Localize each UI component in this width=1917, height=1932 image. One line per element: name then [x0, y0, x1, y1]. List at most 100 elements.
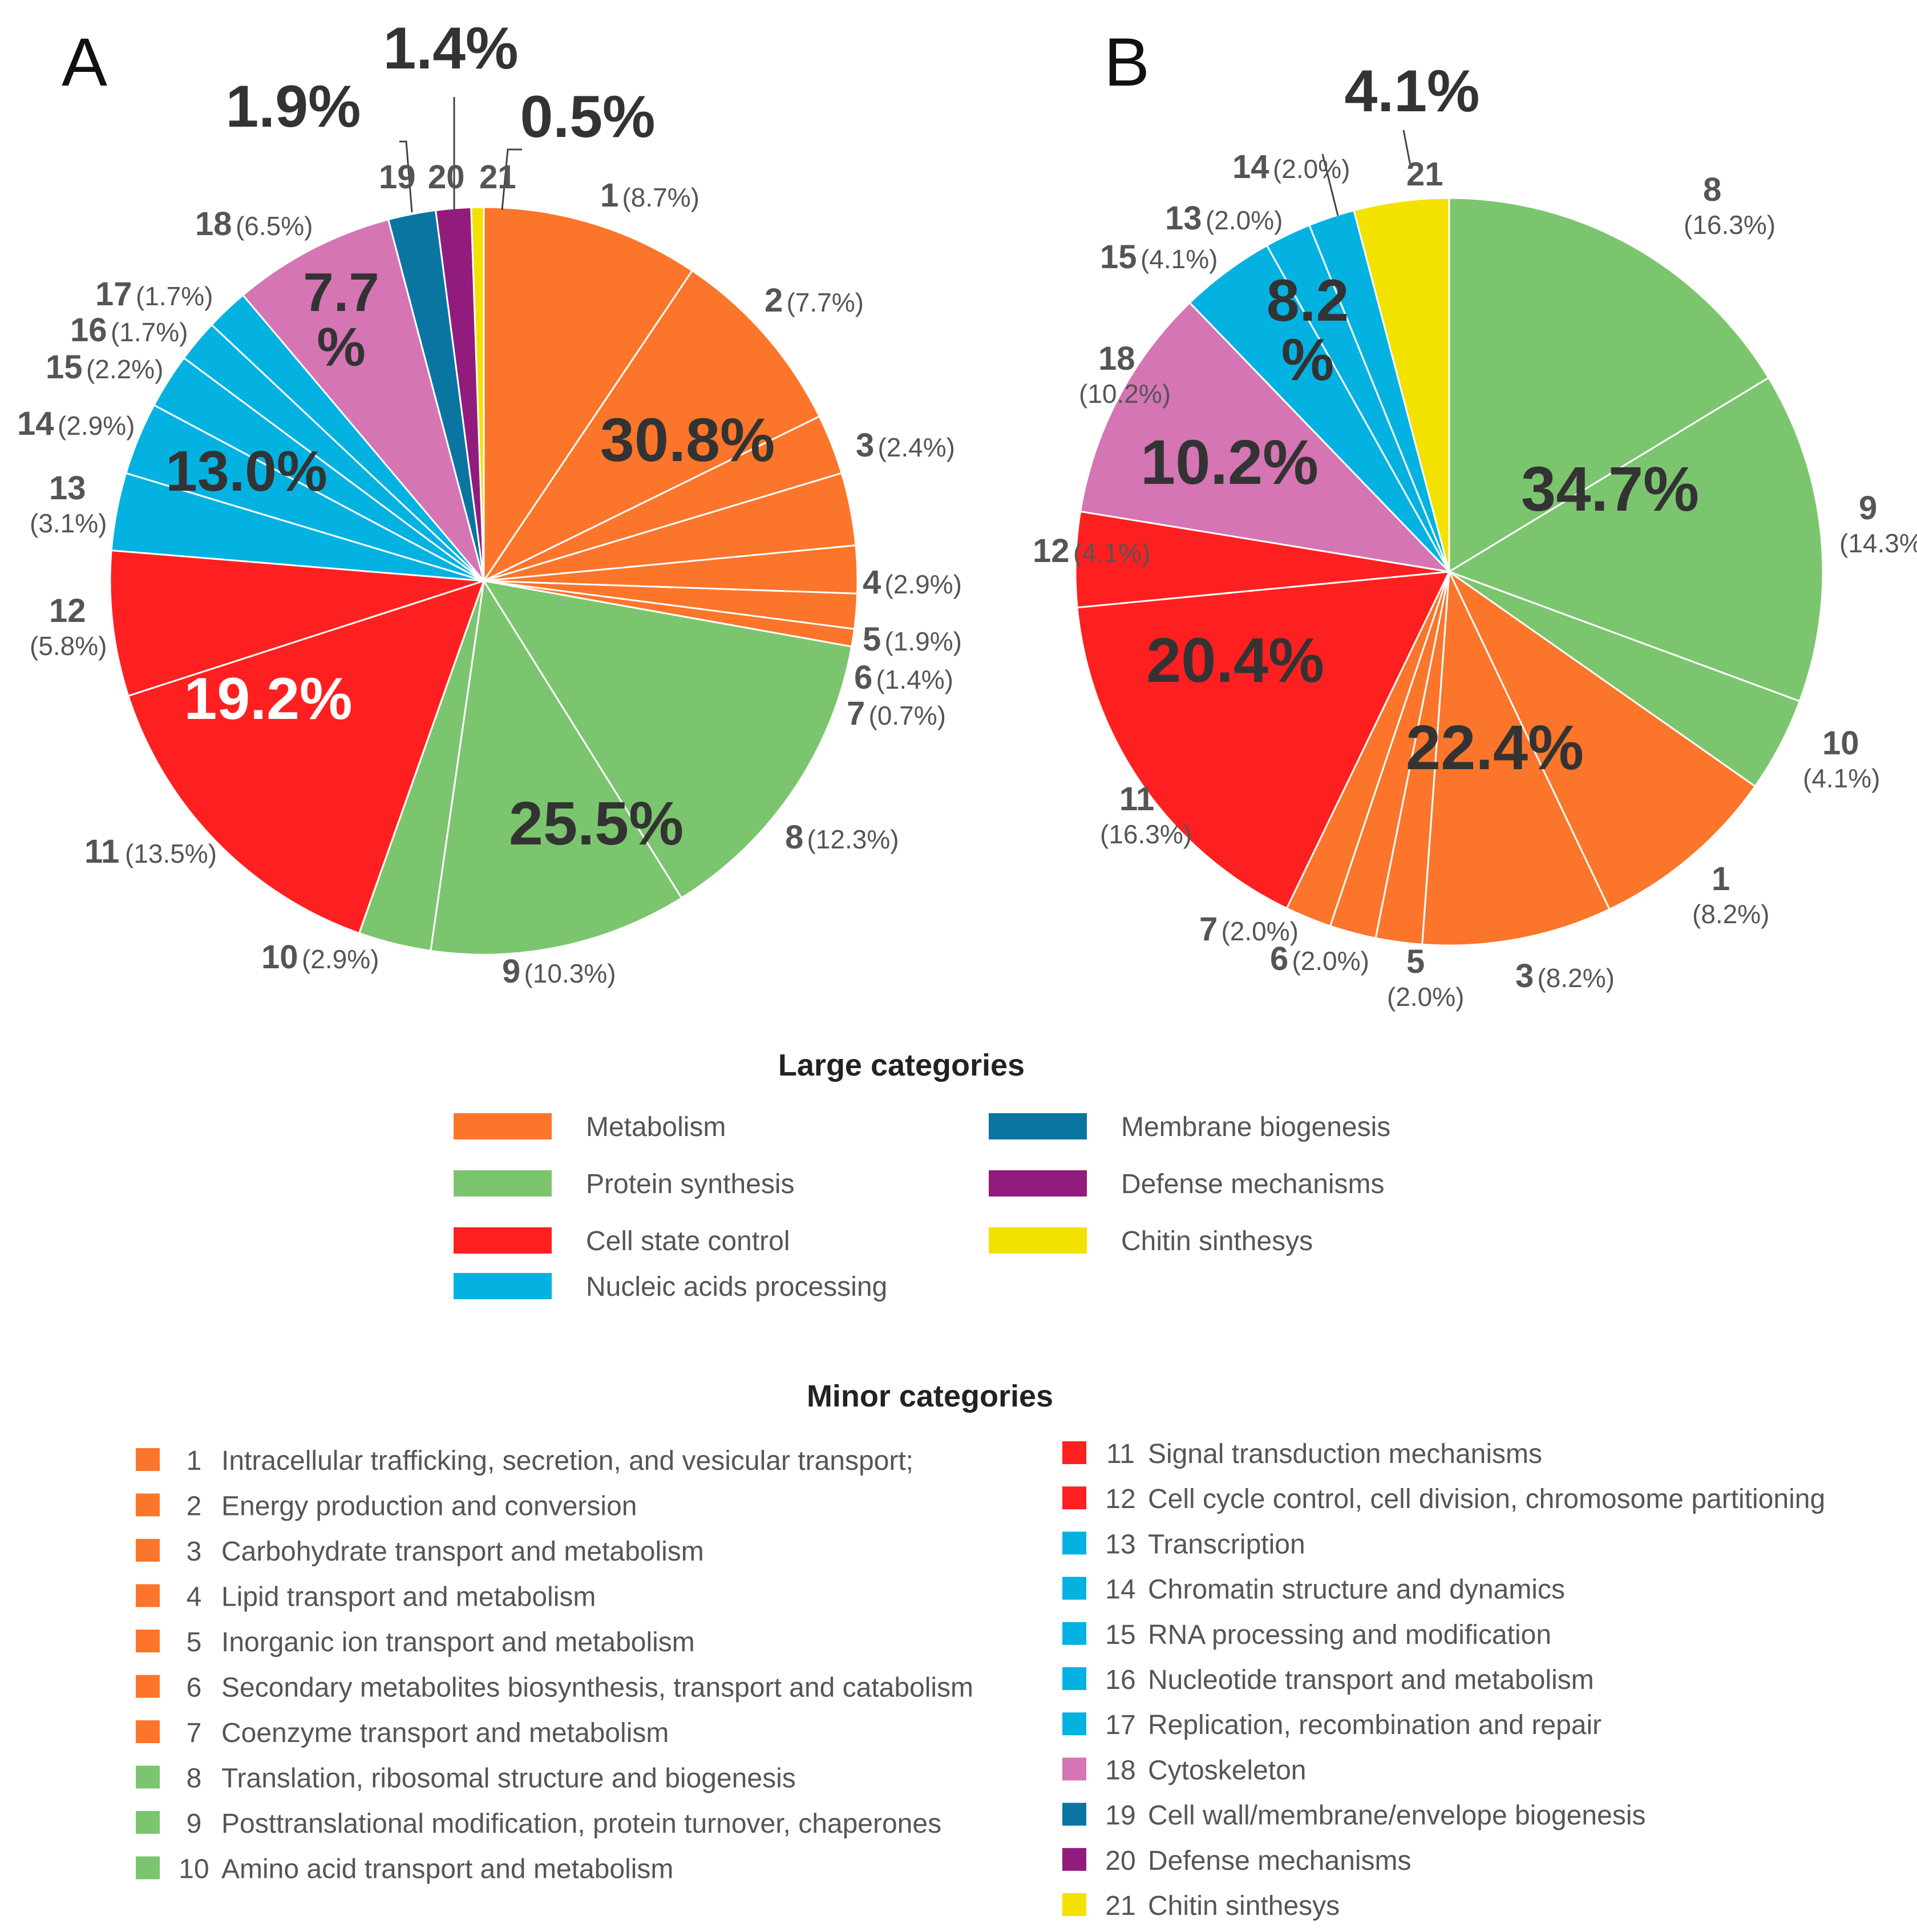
panel-a-slice-9-percent: (10.3%) [524, 959, 616, 988]
panel-b-pie-chart: B 8(16.3%)9(14.3%)10(4.1%)1(8.2%)3(8.2%)… [1033, 24, 1917, 1012]
panel-b-group-total-0: 34.7% [1521, 454, 1699, 524]
minor-legend-number-7: 7 [187, 1718, 202, 1748]
minor-legend-number-4: 4 [187, 1582, 202, 1612]
panel-b-slice-14-percent: (2.0%) [1273, 154, 1350, 184]
panel-a-slice-4-percent: (2.9%) [884, 569, 961, 599]
minor-legend-label-6: Secondary metabolites biosynthesis, tran… [221, 1673, 973, 1703]
panel-b-group-total-4: 8.2% [1267, 268, 1349, 393]
minor-legend-number-20: 20 [1105, 1846, 1135, 1876]
panel-a-slice-17-percent: (1.7%) [136, 281, 213, 311]
minor-legend-swatch-18 [1062, 1757, 1086, 1781]
panel-a-slice-13-percent: (3.1%) [30, 508, 107, 538]
panel-a-slice-9-number: 9 [502, 953, 520, 990]
panel-b-slice-14-number: 14 [1232, 148, 1269, 185]
minor-legend-swatch-16 [1062, 1667, 1086, 1690]
panel-b-slice-9 [1447, 377, 1824, 702]
minor-legend-label-21: Chitin sinthesys [1148, 1891, 1340, 1921]
panel-a-slice-15-percent: (2.2%) [86, 354, 163, 384]
large-legend-swatch-1 [454, 1170, 552, 1197]
minor-legend-label-13: Transcription [1148, 1529, 1305, 1559]
panel-b-callout-line-21 [1402, 130, 1412, 166]
minor-legend-number-9: 9 [187, 1809, 202, 1839]
panel-a-callout-20: 1.4% [383, 15, 518, 82]
panel-a-group-total-4: 7.7% [303, 262, 379, 378]
large-legend-label-6: Chitin sinthesys [1121, 1226, 1313, 1256]
minor-legend-swatch-17 [1062, 1712, 1086, 1736]
panel-b-slice-18-percent: (10.2%) [1079, 379, 1171, 409]
panel-b-slice-8-number: 8 [1703, 171, 1721, 208]
minor-legend-label-7: Coenzyme transport and metabolism [221, 1718, 669, 1748]
minor-legend-swatch-3 [136, 1539, 160, 1562]
minor-legend-label-14: Chromatin structure and dynamics [1148, 1575, 1565, 1605]
panel-a-slice-17-number: 17 [95, 276, 132, 313]
large-legend-title: Large categories [778, 1048, 1025, 1082]
panel-b-slice-15-percent: (4.1%) [1141, 244, 1218, 274]
panel-b-slice-10-number: 10 [1822, 725, 1859, 762]
panel-a-slice-11-percent: (13.5%) [125, 839, 217, 868]
panel-a-slice-7-percent: (0.7%) [868, 701, 945, 730]
minor-legend-swatch-6 [136, 1675, 160, 1698]
minor-legend-swatch-14 [1062, 1577, 1086, 1600]
panel-a-slice-18 [241, 218, 485, 581]
panel-a-slice-16-percent: (1.7%) [111, 317, 188, 347]
minor-legend-swatch-8 [136, 1765, 160, 1789]
minor-legend-label-8: Translation, ribosomal structure and bio… [221, 1764, 796, 1794]
panel-a-callout-line-19 [399, 140, 413, 213]
panel-b-slice-13-number: 13 [1165, 200, 1202, 237]
panel-a-slice-19-number: 19 [379, 159, 416, 196]
minor-legend-label-12: Cell cycle control, cell division, chrom… [1148, 1484, 1825, 1514]
panel-b-slice-18 [1079, 301, 1452, 573]
panel-a-slice-18-percent: (6.5%) [236, 211, 313, 241]
panel-b-slice-3 [1421, 568, 1611, 947]
panel-a-slice-12-number: 12 [49, 592, 86, 629]
large-legend-swatch-0 [454, 1113, 552, 1139]
panel-a-pie-chart: A 1 (8.7%)2 (7.7%)3 (2.4%)4 (2.9%)5 (1.9%)6 (1… [17, 15, 962, 990]
panel-b-slice-11 [1076, 571, 1451, 910]
panel-b-slice-5-percent: (2.0%) [1387, 982, 1464, 1012]
minor-legend-number-15: 15 [1105, 1620, 1135, 1650]
panel-a-callout-line-21 [501, 148, 522, 211]
panel-a-slice-5-percent: (1.9%) [884, 627, 961, 656]
minor-legend-swatch-1 [136, 1448, 160, 1471]
minor-legend-label-1: Intracellular trafficking, secretion, an… [221, 1446, 913, 1476]
panel-a-slice-13-number: 13 [49, 470, 86, 507]
panel-b-slice-7-percent: (2.0%) [1221, 916, 1298, 946]
panel-b-slice-11-percent: (16.3%) [1100, 819, 1192, 849]
panel-a-slice-4-number: 4 [863, 564, 881, 601]
panel-b-group-total-1: 22.4% [1406, 713, 1584, 783]
minor-legend-swatch-2 [136, 1493, 160, 1517]
panel-a-slice-18-number: 18 [195, 205, 232, 242]
panel-a-slice-2-percent: (7.7%) [786, 288, 863, 317]
large-legend-swatch-3 [454, 1273, 552, 1299]
panel-b-slice-6-percent: (2.0%) [1292, 946, 1369, 976]
minor-legend-number-11: 11 [1106, 1439, 1135, 1469]
panel-b-slice-3-number: 3 [1515, 957, 1534, 995]
panel-a-slice-6-number: 6 [854, 659, 872, 696]
panel-a-group-total-2: 19.2% [184, 666, 353, 732]
large-legend-swatch-2 [454, 1227, 552, 1254]
panel-a-slice-7-number: 7 [847, 695, 865, 732]
minor-legend-label-20: Defense mechanisms [1148, 1846, 1412, 1876]
minor-legend-swatch-21 [1062, 1893, 1086, 1916]
panel-a-slice-3-percent: (2.4%) [877, 433, 955, 462]
minor-legend-label-9: Posttranslational modification, protein … [221, 1809, 941, 1839]
large-legend-swatch-4 [989, 1113, 1087, 1139]
minor-legend-label-2: Energy production and conversion [221, 1492, 637, 1522]
panel-b-slice-15-number: 15 [1100, 239, 1137, 276]
panel-a-slice-11 [127, 579, 486, 935]
minor-categories-legend: Minor categories 1 Intracellular traffick… [136, 1379, 1825, 1921]
large-legend-swatch-5 [989, 1170, 1087, 1197]
panel-a-slice-8 [482, 579, 853, 899]
panel-b-slice-12-number: 12 [1033, 532, 1070, 569]
panel-a-slice-1 [483, 206, 694, 584]
panel-b-slice-5-number: 5 [1406, 943, 1425, 980]
panel-b-slice-11-number: 11 [1119, 781, 1154, 818]
panel-a-slice-21-number: 21 [479, 159, 516, 196]
panel-b-letter: B [1104, 24, 1150, 100]
minor-legend-number-13: 13 [1105, 1529, 1135, 1559]
panel-a-group-total-3: 13.0% [165, 439, 327, 503]
panel-b-group-total-3: 10.2% [1141, 427, 1319, 498]
large-categories-legend: Large categories Metabolism Protein synth… [454, 1048, 1390, 1302]
minor-legend-number-18: 18 [1105, 1755, 1135, 1785]
minor-legend-label-18: Cytoskeleton [1148, 1755, 1306, 1785]
